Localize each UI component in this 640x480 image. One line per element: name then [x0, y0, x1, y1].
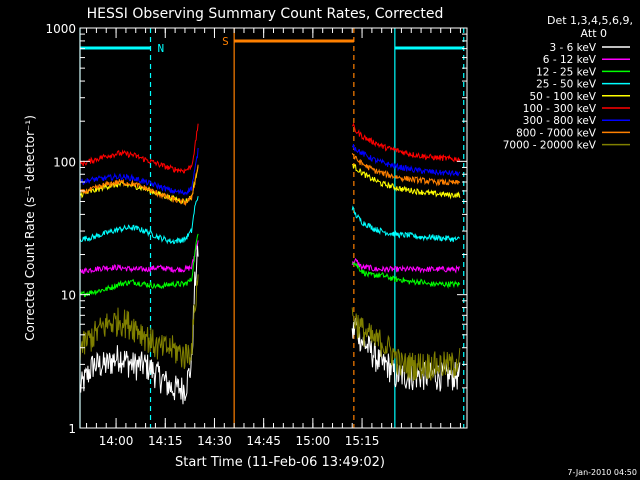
legend-entry-label: 7000 - 20000 keV: [503, 140, 597, 152]
series-line: [351, 205, 460, 243]
legend-header-line-1: Det 1,3,4,5,6,9,: [547, 14, 633, 27]
series-line: [80, 243, 199, 405]
series-line: [80, 123, 199, 174]
series-line: [80, 147, 199, 196]
series-layer: [80, 122, 461, 405]
legend-entry-label: 12 - 25 keV: [536, 66, 597, 78]
x-axis-label: Start Time (11-Feb-06 13:49:02): [175, 455, 385, 470]
series-line: [352, 122, 461, 163]
series-line: [80, 165, 199, 205]
series-line: [351, 152, 461, 187]
series-line: [352, 261, 461, 289]
legend-entry-label: 50 - 100 keV: [529, 91, 596, 103]
series-line: [352, 163, 461, 200]
series-line: [80, 233, 199, 298]
y-tick-label: 100: [53, 155, 76, 169]
x-tick-label: 15:00: [296, 434, 331, 448]
y-tick-label: 1000: [45, 22, 76, 36]
legend-entry-label: 800 - 7000 keV: [516, 127, 597, 139]
legend-entry-label: 25 - 50 keV: [536, 79, 597, 91]
y-tick-label: 10: [61, 289, 76, 303]
series-line: [351, 317, 461, 392]
x-tick-label: 14:00: [99, 434, 134, 448]
legend-entry-label: 100 - 300 keV: [523, 103, 597, 115]
legend-entry-label: 3 - 6 keV: [549, 42, 596, 54]
series-line: [80, 196, 199, 245]
series-line: [80, 274, 199, 370]
saa-label: S: [222, 35, 229, 48]
axes: 1 10 100 1000 14:00 14:15 14:30 14:45 15:00 15:15: [45, 22, 467, 448]
y-axis-label: Corrected Count Rate (s⁻¹ detector⁻¹): [23, 115, 37, 341]
series-line: [80, 240, 199, 274]
chart-title: HESSI Observing Summary Count Rates, Cor…: [87, 6, 444, 22]
series-line: [351, 307, 461, 382]
series-line: [80, 164, 199, 207]
legend-entry-label: 6 - 12 keV: [543, 54, 597, 66]
x-tick-label: 14:15: [148, 434, 183, 448]
series-line: [351, 143, 461, 178]
x-tick-label: 15:15: [345, 434, 380, 448]
series-line: [351, 258, 461, 274]
night-label: N: [158, 42, 165, 55]
footer-timestamp: 7-Jan-2010 04:50: [567, 468, 637, 477]
legend-header-line-2: Att 0: [581, 27, 607, 40]
x-tick-label: 14:45: [246, 434, 281, 448]
x-tick-label: 14:30: [197, 434, 232, 448]
y-tick-label: 1: [68, 422, 76, 436]
legend-entry-label: 300 - 800 keV: [523, 115, 597, 127]
